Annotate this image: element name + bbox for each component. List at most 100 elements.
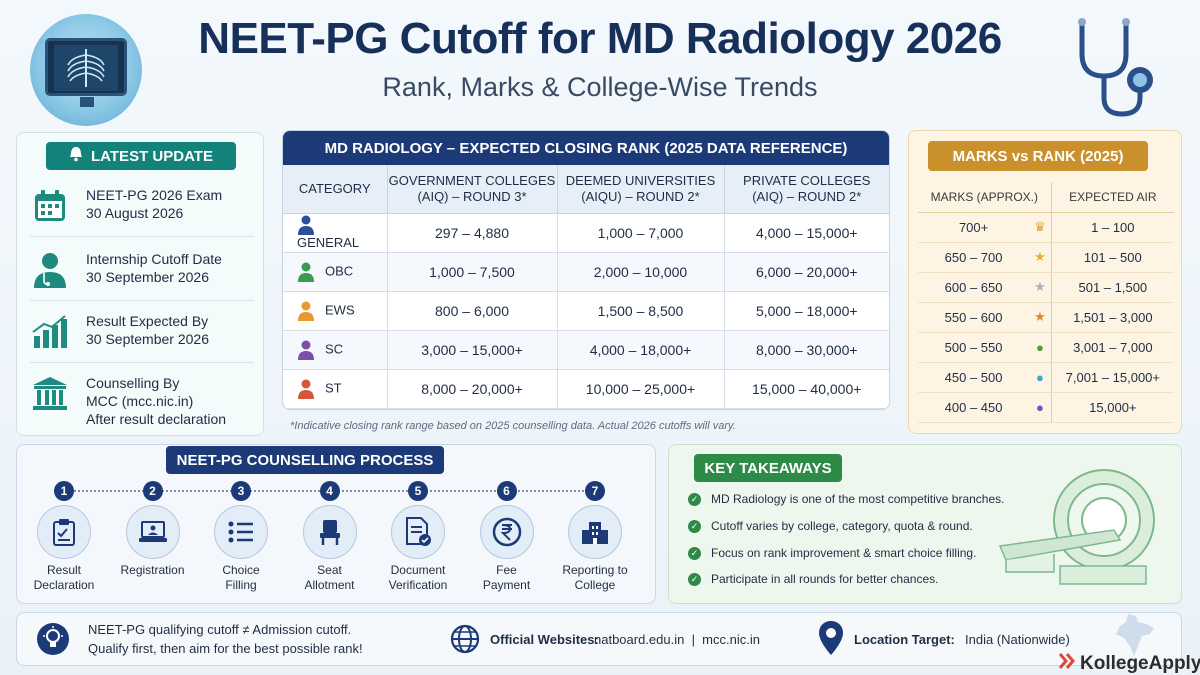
category-cell: ST <box>283 369 388 409</box>
rank-tier-icon: ♛ <box>1029 212 1052 243</box>
step-label: Result Declaration <box>33 563 95 592</box>
table-header-row: CATEGORY GOVERNMENT COLLEGES (AIQ) – ROUN… <box>283 165 889 214</box>
step-number: 6 <box>496 481 517 501</box>
private-rank-cell: 5,000 – 18,000+ <box>724 291 889 331</box>
update-label: Result Expected By <box>86 313 209 329</box>
gov-rank-cell: 1,000 – 7,500 <box>387 252 558 292</box>
step-number: 7 <box>585 481 605 501</box>
latest-update-item: Internship Cutoff Date 30 September 2026 <box>30 250 258 290</box>
rank-tier-icon: ● <box>1029 392 1052 423</box>
table-row: EWS 800 – 6,000 1,500 – 8,500 5,000 – 18,00… <box>283 291 889 331</box>
latest-update-item: Result Expected By 30 September 2026 <box>30 312 258 352</box>
marks-row: 400 – 450 ● 15,000+ <box>918 392 1174 423</box>
stethoscope-icon <box>1078 18 1153 117</box>
person-icon <box>298 379 314 399</box>
step-number: 5 <box>408 481 428 501</box>
takeaway-item: ✓ Cutoff varies by college, category, quo… <box>688 519 973 533</box>
gov-rank-cell: 800 – 6,000 <box>387 291 558 331</box>
deemed-rank-cell: 1,000 – 7,000 <box>557 213 725 253</box>
person-icon <box>298 215 314 235</box>
person-icon <box>298 262 314 282</box>
gov-rank-cell: 297 – 4,880 <box>387 213 558 253</box>
deemed-rank-cell: 10,000 – 25,000+ <box>557 369 725 409</box>
update-value: 30 August 2026 <box>86 205 184 221</box>
check-icon: ✓ <box>688 519 701 533</box>
qualifying-advice: Qualify first, then aim for the best pos… <box>88 641 363 656</box>
marks-column-header: MARKS (APPROX.) <box>918 182 1052 213</box>
column-header: CATEGORY <box>283 165 388 214</box>
qualifying-note: NEET-PG qualifying cutoff ≠ Admission cu… <box>88 622 352 637</box>
step-label: Choice Filling <box>222 563 260 592</box>
document-check-icon <box>391 505 445 559</box>
deemed-rank-cell: 4,000 – 18,000+ <box>557 330 725 370</box>
person-icon <box>298 301 314 321</box>
table-title: MD RADIOLOGY – EXPECTED CLOSING RANK (20… <box>283 131 889 165</box>
marks-cell: 550 – 600 <box>918 302 1030 333</box>
page-subtitle: Rank, Marks & College-Wise Trends <box>382 72 818 102</box>
divider <box>30 300 254 301</box>
table-row: SC 3,000 – 15,000+ 4,000 – 18,000+ 8,000 – … <box>283 330 889 370</box>
brand-logo: KollegeApply <box>1058 652 1200 675</box>
marks-cell: 650 – 700 <box>918 242 1030 273</box>
private-rank-cell: 4,000 – 15,000+ <box>724 213 889 253</box>
closing-rank-table: MD RADIOLOGY – EXPECTED CLOSING RANK (20… <box>282 130 890 410</box>
step-number: 4 <box>319 481 340 501</box>
globe-icon <box>450 624 480 659</box>
step-label: Document Verification <box>388 563 448 592</box>
category-cell: GENERAL <box>283 213 388 253</box>
column-header: DEEMED UNIVERSITIES (AIQU) – ROUND 2* <box>557 165 725 214</box>
key-takeaways-badge: KEY TAKEAWAYS <box>694 454 842 482</box>
marks-row: 650 – 700 ★ 101 – 500 <box>918 242 1174 273</box>
gov-rank-cell: 3,000 – 15,000+ <box>387 330 558 370</box>
latest-update-badge: LATEST UPDATE <box>46 142 236 170</box>
takeaway-item: ✓ MD Radiology is one of the most competi… <box>688 492 1004 506</box>
step-number: 1 <box>54 481 74 501</box>
college-icon <box>568 505 622 559</box>
location-pin-icon <box>818 620 844 661</box>
rank-tier-icon: ★ <box>1029 302 1052 333</box>
marks-row: 700+ ♛ 1 – 100 <box>918 212 1174 243</box>
table-row: ST 8,000 – 20,000+ 10,000 – 25,000+ 15,000 … <box>283 369 889 409</box>
column-header: GOVERNMENT COLLEGES (AIQ) – ROUND 3* <box>387 165 558 214</box>
xray-monitor-icon <box>30 14 142 126</box>
air-cell: 501 – 1,500 <box>1050 272 1174 303</box>
rank-tier-icon: ● <box>1029 362 1052 393</box>
marks-cell: 600 – 650 <box>918 272 1030 303</box>
rank-tier-icon: ★ <box>1029 272 1052 303</box>
websites-value: natboard.edu.in | mcc.nic.in <box>594 632 760 647</box>
latest-update-item: NEET-PG 2026 Exam 30 August 2026 <box>30 186 258 226</box>
private-rank-cell: 6,000 – 20,000+ <box>724 252 889 292</box>
check-icon: ✓ <box>688 572 701 586</box>
update-note: After result declaration <box>86 411 227 427</box>
clipboard-icon <box>37 505 91 559</box>
step-number: 3 <box>231 481 251 501</box>
air-cell: 1 – 100 <box>1050 212 1174 243</box>
table-row: OBC 1,000 – 7,500 2,000 – 10,000 6,000 – 20… <box>283 252 889 292</box>
location-label: Location Target: <box>854 632 955 647</box>
update-label: Counselling By <box>86 375 180 391</box>
marks-vs-rank-badge: MARKS vs RANK (2025) <box>928 141 1148 171</box>
latest-update-item: Counselling By MCC (mcc.nic.in) After re… <box>30 374 258 428</box>
update-value: MCC (mcc.nic.in) <box>86 393 194 409</box>
update-label: Internship Cutoff Date <box>86 251 222 267</box>
category-cell: EWS <box>283 291 388 331</box>
step-label: Registration <box>120 563 185 577</box>
counselling-process-badge: NEET-PG COUNSELLING PROCESS <box>166 446 444 474</box>
deemed-rank-cell: 2,000 – 10,000 <box>557 252 725 292</box>
brand-mark-icon <box>1058 652 1076 675</box>
check-icon: ✓ <box>688 546 701 560</box>
step-label: Fee Payment <box>482 563 531 592</box>
gov-rank-cell: 8,000 – 20,000+ <box>387 369 558 409</box>
update-value: 30 September 2026 <box>86 331 209 347</box>
air-cell: 7,001 – 15,000+ <box>1050 362 1174 393</box>
marks-cell: 500 – 550 <box>918 332 1030 363</box>
bell-icon <box>69 146 83 166</box>
marks-cell: 700+ <box>918 212 1030 243</box>
list-icon <box>214 505 268 559</box>
step-label: Reporting to College <box>562 563 628 592</box>
table-footnote: *Indicative closing rank range based on … <box>290 420 736 432</box>
table-row: GENERAL 297 – 4,880 1,000 – 7,000 4,000 – 1… <box>283 213 889 253</box>
step-label: Seat Allotment <box>304 563 355 592</box>
private-rank-cell: 8,000 – 30,000+ <box>724 330 889 370</box>
step-number: 2 <box>142 481 163 501</box>
